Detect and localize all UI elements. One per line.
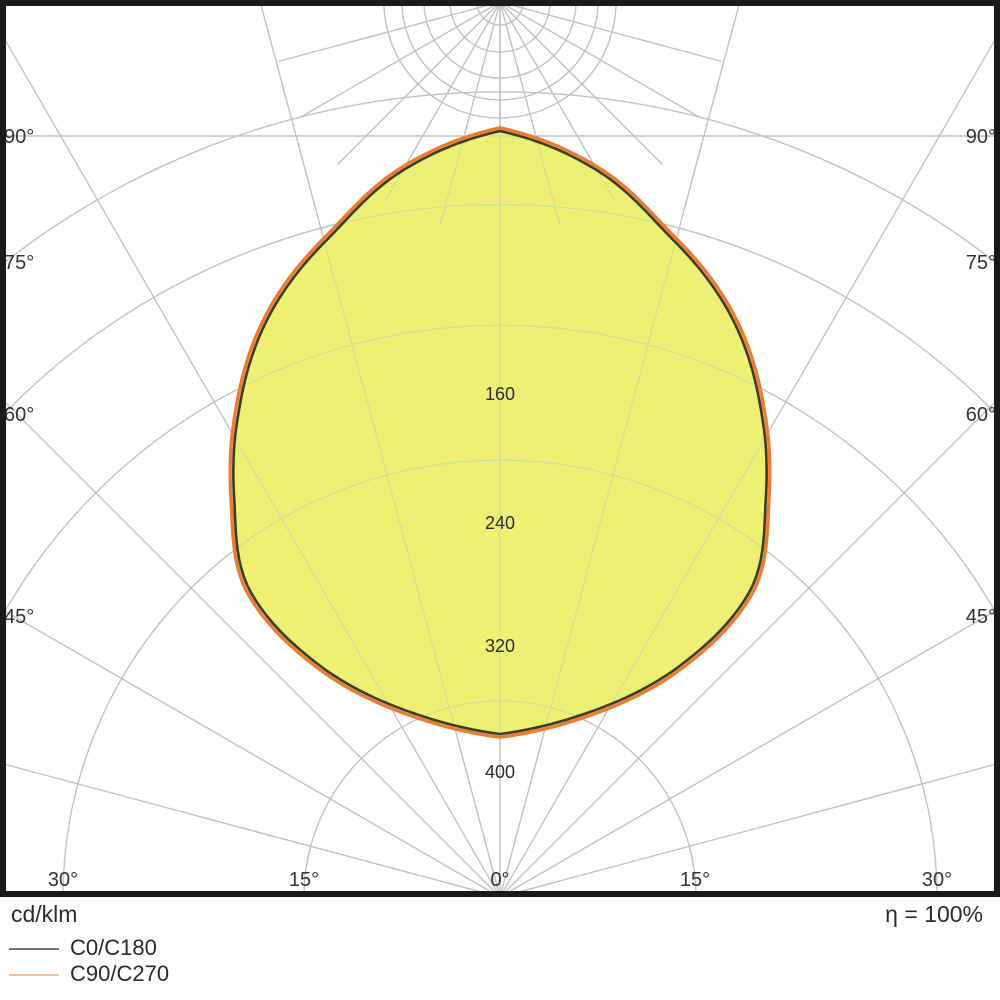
svg-text:160: 160 (485, 384, 515, 404)
svg-text:η = 100%: η = 100% (885, 901, 983, 927)
svg-text:15°: 15° (289, 869, 319, 891)
svg-text:C0/C180: C0/C180 (70, 935, 157, 960)
svg-text:45°: 45° (4, 606, 34, 628)
svg-text:90°: 90° (966, 126, 996, 148)
svg-text:320: 320 (485, 636, 515, 656)
svg-text:0°: 0° (490, 869, 509, 891)
svg-text:30°: 30° (48, 869, 78, 891)
svg-text:45°: 45° (966, 606, 996, 628)
svg-text:75°: 75° (966, 252, 996, 274)
svg-text:60°: 60° (966, 404, 996, 426)
svg-text:C90/C270: C90/C270 (70, 961, 169, 986)
svg-text:cd/klm: cd/klm (11, 901, 77, 927)
svg-text:30°: 30° (922, 869, 952, 891)
svg-text:90°: 90° (4, 126, 34, 148)
svg-text:240: 240 (485, 513, 515, 533)
svg-text:15°: 15° (680, 869, 710, 891)
svg-text:60°: 60° (4, 404, 34, 426)
svg-text:75°: 75° (4, 252, 34, 274)
svg-text:400: 400 (485, 762, 515, 782)
